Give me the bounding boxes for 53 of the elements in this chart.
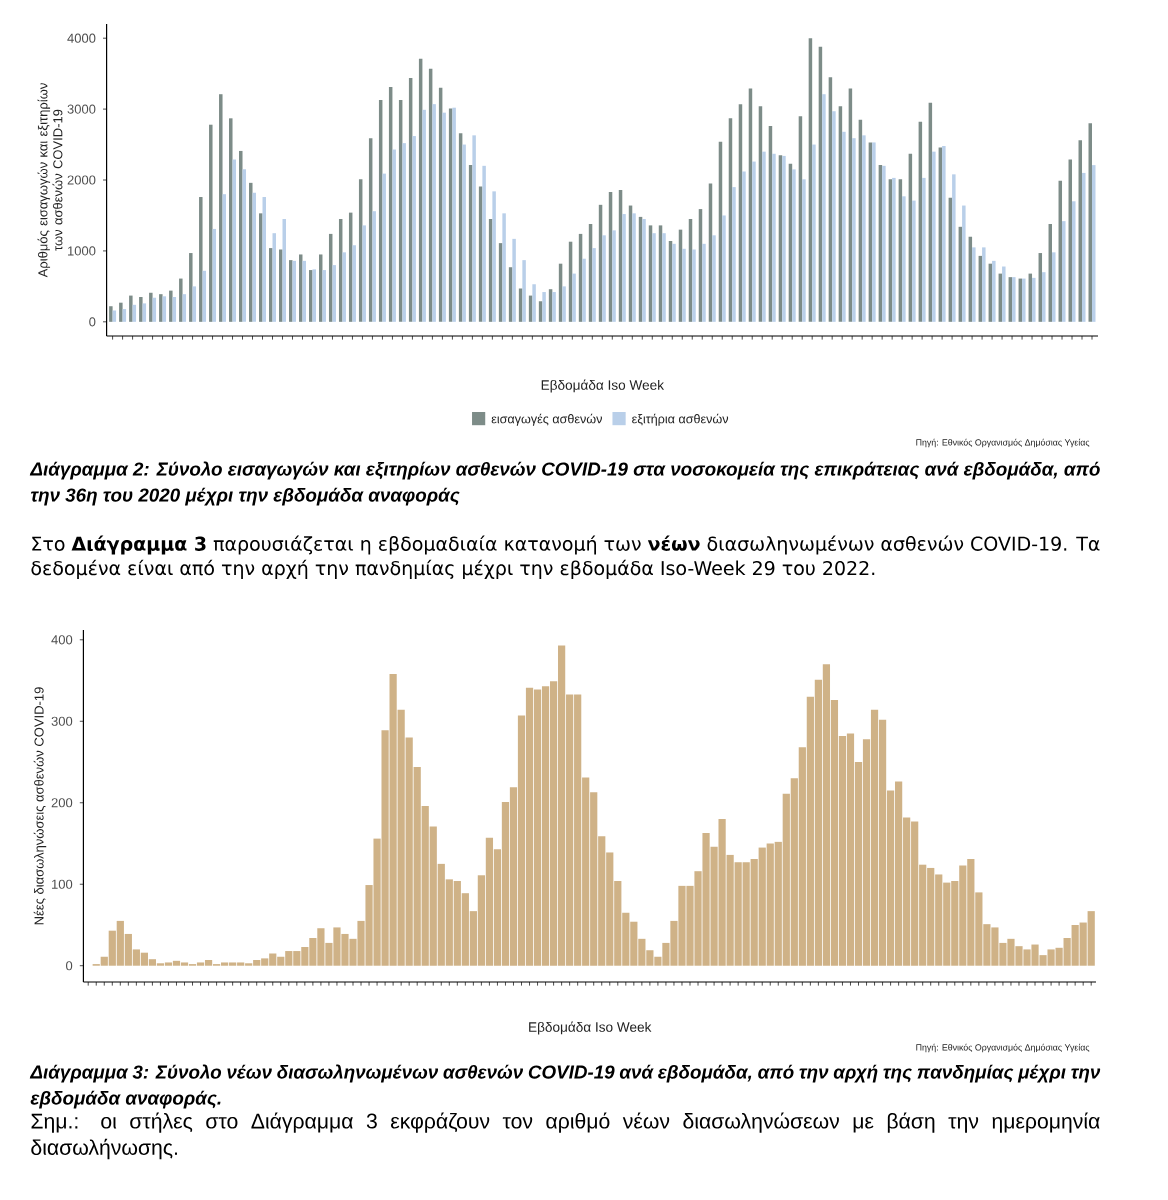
bar [1023,949,1031,966]
bar [766,843,774,966]
bar [911,821,919,966]
bar [895,781,903,966]
bar [758,847,766,966]
bar [1007,938,1015,966]
text: Στο Διάγραμμα 3 παρουσιάζεται η εβδομαδιαία κατανομή των νέων διασωληνωμένων ασθενών COVID-19. Τα δεδομένα είναι από την αρχή την πανδημίας μέχρι την εβδομάδα Iso-Week 29 του 2022. [31,535,1100,579]
text: Σημ.: οι στήλες στο Διάγραμμα 3 εκφράζουν τον αριθμό νέων διασωληνώσεων με βάση την ημερομηνία διασωλήνωσης. [31,1112,1100,1160]
bar [533,689,542,966]
bar [525,687,534,966]
bar [317,928,325,966]
bar [301,946,309,966]
bar [293,951,301,966]
bar [991,927,999,966]
bar [453,880,461,966]
bar [630,921,638,966]
bar [253,960,261,966]
bar [822,664,831,966]
bar [285,951,293,966]
bar [734,862,742,966]
bar [1087,911,1095,966]
bar [678,885,686,966]
bar [1031,944,1039,966]
text: Διάγραμμα 2: Σύνολο εισαγωγών και εξιτηρίων ασθενών COVID-19 στα νοσοκομεία της επικράτειας ανά εβδομάδα, από την 36η του 2020 μέχρι την εβδομάδα αναφοράς [29,461,1100,506]
bar [967,858,975,966]
bar [261,958,269,966]
bar [172,960,181,966]
bar [1015,946,1023,966]
bar [204,960,213,966]
bar [485,837,494,966]
bar [541,686,550,966]
bar [959,865,967,966]
bar [148,959,157,966]
bar [943,882,951,966]
bar [718,819,726,966]
bar [1071,924,1079,966]
bar [269,953,277,966]
text: Διάγραμμα 3: Σύνολο νέων διασωληνωμένων ασθενών COVID-19 ανά εβδομάδα, από την αρχή της πανδημίας μέχρι την εβδομάδα αναφοράς. [29,1064,1101,1109]
bar [702,832,710,966]
bar [742,862,750,966]
bar [558,645,566,966]
bar [341,933,349,966]
bar [116,920,124,966]
bar [277,956,285,966]
bar [140,952,148,966]
bar [846,733,855,966]
bar [935,874,943,966]
bar [870,709,879,966]
bar [389,674,397,966]
bar [574,694,582,966]
bar [333,927,341,966]
bar [1047,949,1055,966]
bar [927,867,935,966]
